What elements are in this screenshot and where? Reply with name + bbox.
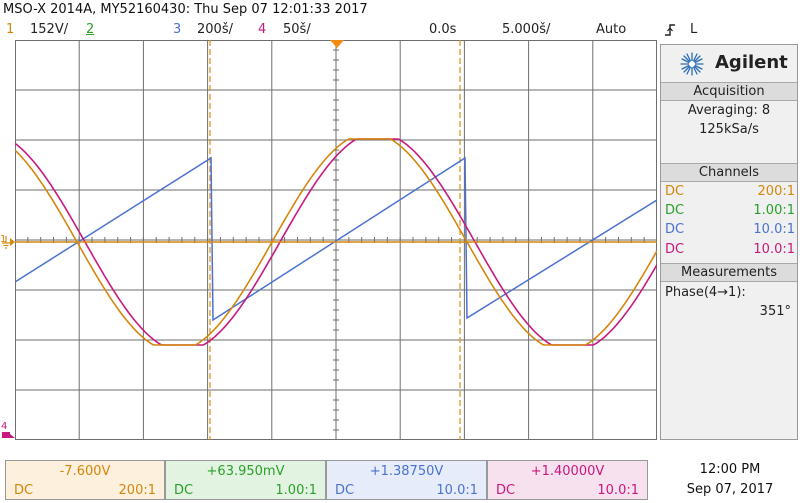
clock-date: Sep 07, 2017 (686, 482, 774, 497)
channel-probe-ratio: 200:1 (757, 184, 795, 199)
time-delay[interactable]: 0.0s (429, 22, 457, 37)
ch2-number[interactable]: 2 (86, 22, 95, 37)
ch3-ratio: 10.0:1 (436, 483, 478, 498)
side-panel: Agilent Acquisition Averaging: 8 125kSa/… (660, 44, 798, 440)
ch1-scale[interactable]: 152V/ (30, 22, 69, 37)
acquisition-header[interactable]: Acquisition (661, 82, 797, 101)
ch3-scale[interactable]: 200š/ (197, 22, 233, 37)
ch3-number[interactable]: 3 (173, 22, 182, 37)
sample-rate: 125kSa/s (699, 122, 759, 137)
ch2-coupling: DC (174, 483, 194, 498)
channels-header[interactable]: Channels (661, 163, 797, 182)
ch1-number[interactable]: 1 (6, 22, 15, 37)
channel-probe-ratio: 10.0:1 (753, 222, 795, 237)
channel-row-3[interactable]: DC 10.0:1 (665, 222, 795, 239)
ch4-coupling: DC (496, 483, 516, 498)
averaging-value: Averaging: 8 (687, 103, 771, 118)
ch4-marker-label: 4 (1, 421, 8, 432)
ch1-coupling: DC (14, 483, 34, 498)
channel-row-1[interactable]: DC 200:1 (665, 184, 795, 201)
graticule (14, 39, 658, 441)
channel-coupling: DC (665, 184, 685, 199)
channel-probe-ratio: 10.0:1 (753, 242, 795, 257)
ch4-offset: +1.40000V (530, 464, 605, 479)
channel-coupling: DC (665, 203, 685, 218)
ch2-offset: +63.950mV (206, 464, 285, 479)
brand-name: Agilent (715, 52, 788, 73)
trigger-edge-icon[interactable] (664, 23, 676, 37)
clock: 12:00 PM Sep 07, 2017 (672, 460, 788, 500)
trigger-position-marker[interactable] (330, 40, 344, 48)
ch2-offset-box[interactable]: +63.950mV DC 1.00:1 (165, 460, 326, 500)
ch1-offset-box[interactable]: -7.600V DC 200:1 (5, 460, 165, 500)
ch4-number[interactable]: 4 (258, 22, 267, 37)
ch4-waveform (14, 138, 658, 346)
ch2-ratio: 1.00:1 (275, 483, 317, 498)
channel-coupling: DC (665, 242, 685, 257)
ch4-ratio: 10.0:1 (597, 483, 639, 498)
ch3-waveform (14, 156, 658, 322)
ch3-offset: +1.38750V (369, 464, 444, 479)
measurement-label: Phase(4→1): (665, 285, 746, 300)
ch4-offscreen-marker[interactable] (0, 424, 15, 440)
ch4-offset-box[interactable]: +1.40000V DC 10.0:1 (487, 460, 648, 500)
waveform-display[interactable] (14, 39, 658, 441)
trigger-source[interactable]: L (690, 22, 698, 37)
trigger-mode[interactable]: Auto (596, 22, 627, 37)
measurements-header[interactable]: Measurements (661, 263, 797, 282)
time-cursors[interactable] (209, 40, 461, 440)
channel-probe-ratio: 1.00:1 (753, 203, 795, 218)
measurement-value: 351° (759, 304, 791, 319)
ch3-offset-box[interactable]: +1.38750V DC 10.0:1 (326, 460, 487, 500)
clock-time: 12:00 PM (699, 462, 761, 477)
ch1-waveform (14, 138, 658, 346)
time-scale[interactable]: 5.000š/ (502, 22, 551, 37)
channel-row-2[interactable]: DC 1.00:1 (665, 203, 795, 220)
ch1-ground-marker[interactable] (0, 234, 15, 250)
channel-row-4[interactable]: DC 10.0:1 (665, 242, 795, 259)
channel-coupling: DC (665, 222, 685, 237)
ch1-ratio: 200:1 (118, 483, 156, 498)
ch1-marker-label: 1 (0, 234, 7, 245)
agilent-spark-logo (679, 51, 705, 77)
ch4-scale[interactable]: 50š/ (283, 22, 311, 37)
ch1-offset: -7.600V (59, 464, 111, 479)
window-title: MSO-X 2014A, MY52160430: Thu Sep 07 12:0… (3, 2, 368, 17)
ch3-coupling: DC (335, 483, 355, 498)
